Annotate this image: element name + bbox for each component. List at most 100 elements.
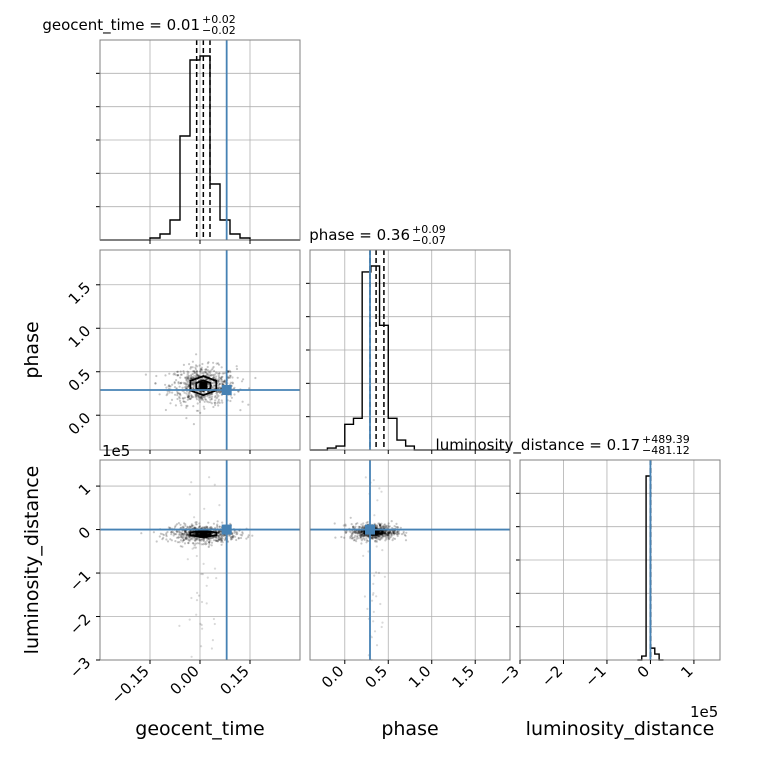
x-tick-label: 0.00 (166, 662, 202, 698)
scatter-point (224, 534, 227, 537)
scatter-point (204, 398, 207, 401)
scatter-point (183, 533, 186, 536)
scatter-point (187, 533, 190, 536)
scatter-point (177, 522, 180, 525)
scatter-point (195, 599, 199, 602)
scatter-point (208, 396, 211, 399)
scatter-point (192, 546, 196, 549)
scatter-point (371, 593, 375, 596)
scatter-point (362, 535, 365, 538)
scatter-point (200, 623, 203, 627)
scatter-point (188, 539, 191, 543)
y-tick-label: 0.5 (65, 365, 95, 395)
scatter-point (390, 533, 393, 537)
scatter-point (383, 533, 387, 536)
scatter-point (388, 536, 391, 539)
scatter-point (176, 374, 179, 377)
scatter-point (359, 532, 362, 535)
scatter-point (213, 384, 216, 387)
scatter-point (402, 530, 405, 534)
scatter-point (170, 531, 173, 534)
scatter-point (375, 595, 378, 598)
scatter-point (385, 525, 388, 528)
scatter-point (387, 525, 391, 528)
scatter-point (219, 532, 222, 535)
scatter-point (367, 550, 370, 553)
scatter-point (381, 621, 384, 624)
scatter-point (366, 539, 369, 543)
scatter-point (222, 380, 225, 384)
scatter-point (198, 538, 201, 541)
scatter-point (213, 567, 217, 570)
scatter-point (218, 382, 221, 386)
scatter-point (206, 373, 209, 376)
scatter-point (179, 394, 182, 397)
scatter-point (181, 386, 184, 389)
scatter-point (360, 532, 363, 535)
scatter-point (231, 381, 234, 384)
scatter-point (387, 534, 390, 537)
scatter-point (199, 395, 202, 398)
scatter-point (389, 536, 392, 539)
scatter-point (186, 394, 189, 397)
scatter-point (402, 532, 405, 535)
scatter-point (215, 577, 218, 580)
scatter-point (195, 613, 198, 616)
scatter-point (221, 380, 224, 383)
scatter-point (185, 378, 188, 381)
scatter-point (170, 531, 173, 534)
scatter-point (174, 524, 177, 527)
scatter-point (231, 532, 234, 535)
scatter-point (361, 530, 364, 534)
density-contour (189, 375, 218, 397)
scatter-point (203, 400, 206, 403)
scatter-point (199, 368, 202, 371)
scatter-point (374, 535, 377, 538)
scatter-point (187, 391, 190, 394)
scatter-point (176, 374, 180, 377)
scatter-point (218, 538, 221, 542)
scatter-point (185, 378, 188, 382)
y-tick-label: 1.5 (65, 278, 95, 308)
scatter-point (385, 534, 388, 537)
scatter-point (379, 524, 382, 528)
scatter-point (189, 525, 192, 529)
scatter-point (376, 538, 380, 541)
scatter-point (396, 530, 399, 533)
scatter-point (196, 538, 199, 541)
scatter-point (203, 407, 206, 410)
scatter-point (195, 523, 198, 526)
scatter-point (388, 530, 391, 533)
scatter-point (200, 372, 203, 375)
scatter-point (195, 375, 198, 378)
scatter-point (186, 536, 189, 540)
scatter-point (195, 409, 198, 412)
frames-layer (96, 39, 721, 664)
scatter-point (385, 535, 388, 538)
scatter-point (205, 526, 208, 530)
scatter-point (198, 526, 201, 529)
scatter-point (178, 531, 181, 534)
scatter-point (214, 536, 217, 539)
scatter-point (205, 584, 208, 587)
scatter-point (239, 533, 242, 536)
scatter-point (355, 531, 358, 535)
scatter-point (387, 534, 390, 537)
scatter-point (236, 532, 239, 535)
scatter-point (205, 378, 208, 381)
scatter-point (222, 372, 225, 375)
scatter-point (357, 530, 360, 533)
scatter-point (380, 533, 383, 537)
scatter-point (217, 531, 220, 534)
scatter-point (198, 525, 202, 528)
scatter-point (202, 405, 205, 408)
x-tick-label: −1 (581, 662, 609, 690)
scatter-point (209, 393, 212, 396)
scatter-point (188, 392, 191, 395)
y-tick-label: −2 (66, 610, 94, 638)
scatter-point (194, 542, 197, 545)
scatter-point (218, 538, 221, 541)
scatter-point (218, 386, 221, 389)
scatter-point (386, 524, 389, 527)
scatter-point (195, 538, 198, 542)
